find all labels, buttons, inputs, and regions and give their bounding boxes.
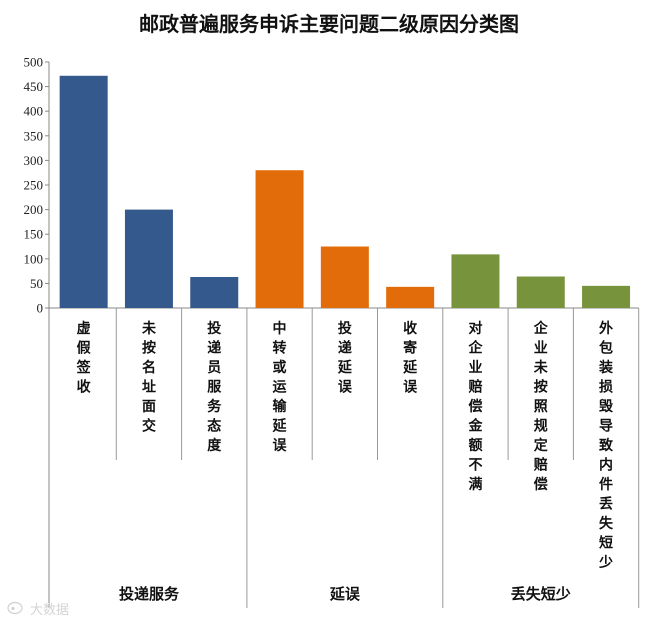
y-tick-label: 350 [24, 128, 44, 143]
y-tick-label: 250 [24, 178, 44, 193]
watermark-text: 大数据 [30, 603, 69, 618]
category-label: 中转或运输延误 [272, 320, 288, 454]
bar [59, 75, 108, 308]
bar [451, 254, 500, 308]
bar [255, 170, 304, 308]
group-label: 投递服务 [119, 585, 180, 603]
bar [190, 277, 239, 308]
bar [386, 286, 435, 308]
category-label: 未按名址面交 [142, 320, 157, 435]
bar [516, 276, 565, 308]
category-labels: 虚假签收 未按名址面交 投递员服务态度 中转或运输延误 投递延误 收寄延误 对企业赔偿金额不… [76, 308, 640, 608]
y-tick-label: 50 [30, 276, 43, 291]
category-label: 收寄延误 [402, 320, 418, 396]
bar [582, 285, 631, 308]
y-tick-label: 450 [24, 79, 44, 94]
group-label: 延误 [329, 585, 361, 603]
bars-layer [59, 75, 631, 308]
group-labels: 投递服务 延误 丢失短少 [119, 585, 571, 603]
y-tick-label: 500 [24, 55, 44, 70]
bar [320, 246, 369, 308]
category-label: 投递延误 [337, 321, 353, 396]
y-tick-label: 0 [37, 301, 44, 316]
y-tick-label: 100 [24, 251, 44, 266]
category-label: 企业未按照规定赔偿 [533, 320, 549, 493]
weibo-icon [7, 601, 23, 615]
category-label: 投递员服务态度 [207, 321, 222, 454]
y-tick-label: 300 [24, 153, 44, 168]
category-label: 虚假签收 [76, 320, 92, 396]
bar [124, 209, 173, 308]
y-tick-label: 150 [24, 227, 44, 242]
watermark: 大数据 [7, 601, 69, 618]
y-tick-label: 400 [24, 104, 44, 119]
category-label: 对企业赔偿金额不满 [467, 320, 483, 493]
category-label: 外包装损毁导致内件丢失短少 [598, 320, 614, 571]
chart-title: 邮政普遍服务申诉主要问题二级原因分类图 [139, 12, 519, 36]
y-tick-label: 200 [24, 202, 44, 217]
group-label: 丢失短少 [511, 585, 571, 603]
axis-layer: 0 50 100 150 200 250 300 350 400 450 500 [24, 55, 639, 608]
